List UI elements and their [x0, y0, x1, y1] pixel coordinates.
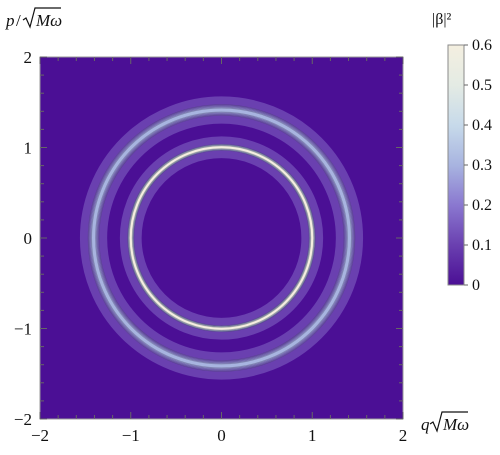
- x-tick-label: −2: [31, 426, 49, 445]
- colorbar-tick-label: 0.5: [472, 77, 492, 94]
- ring-contour-line: [89, 106, 354, 370]
- plot-area: [40, 57, 403, 419]
- ring-contour-line: [90, 107, 353, 369]
- x-tick-label: −1: [122, 426, 140, 445]
- x-axis-var: q: [421, 415, 430, 434]
- ring-contour-line: [132, 148, 311, 328]
- y-tick-label: 2: [24, 48, 33, 67]
- ring-contour-line: [128, 145, 315, 331]
- ring-contour-band: [91, 108, 352, 368]
- sqrt-sign: [22, 7, 61, 29]
- ring-contour-line: [128, 144, 315, 332]
- y-axis-var: p: [5, 11, 15, 30]
- ring-contour-line: [95, 112, 348, 364]
- ring-contour-line: [89, 105, 354, 371]
- colorbar-tick-label: 0.2: [472, 197, 492, 214]
- colorbar-label: |β|²: [432, 11, 452, 28]
- y-axis-label: p / Mω: [5, 7, 62, 30]
- colorbar-tick-label: 0: [472, 277, 480, 294]
- ring-contour-line: [97, 114, 346, 362]
- y-tick-label: −2: [14, 410, 32, 429]
- ring-contour-line: [127, 143, 316, 333]
- ring-contour-line: [88, 104, 355, 372]
- colorbar-tick-label: 0.1: [472, 237, 492, 254]
- ring-contour-line: [129, 145, 314, 331]
- colorbar-tick-label: 0.6: [472, 37, 492, 54]
- ring-contour-line: [87, 104, 356, 372]
- ring-contour-line: [98, 115, 345, 361]
- y-tick-label: −1: [14, 320, 32, 339]
- ring-contour-line: [96, 113, 347, 363]
- x-tick-label: 2: [399, 426, 408, 445]
- ring-contour-band: [129, 145, 314, 331]
- sqrt-sign: [429, 411, 468, 433]
- y-tick-label: 1: [24, 139, 33, 158]
- ring-contour-line: [97, 113, 346, 363]
- colorbar-gradient: [447, 44, 465, 286]
- ring-1: [119, 136, 324, 340]
- ring-contour-line: [95, 111, 348, 365]
- x-tick-label: 0: [217, 426, 226, 445]
- ring-contour-line: [127, 144, 316, 332]
- colorbar-tick-label: 0.4: [472, 117, 492, 134]
- colorbar-tick-label: 0.3: [472, 157, 492, 174]
- ring-contour-line: [132, 148, 311, 328]
- ring-contour-line: [128, 144, 315, 332]
- x-tick-label: 1: [308, 426, 317, 445]
- y-axis-slash: /: [16, 11, 21, 30]
- ring-contour-line: [133, 149, 310, 327]
- axis-label-radicand: Mω: [442, 415, 469, 434]
- ring-contour-line: [131, 148, 312, 328]
- ring-contour-line: [91, 107, 352, 369]
- ring-contour-line: [132, 149, 311, 327]
- colorbar: 0 0.1 0.2 0.3 0.4 0.5 0.6 |β|²: [432, 11, 492, 294]
- ring-2: [79, 96, 364, 380]
- ring-contour-line: [133, 150, 310, 326]
- x-axis-label: q Mω: [421, 411, 469, 434]
- y-tick-label: 0: [24, 229, 33, 248]
- axis-label-radicand: Mω: [35, 11, 62, 30]
